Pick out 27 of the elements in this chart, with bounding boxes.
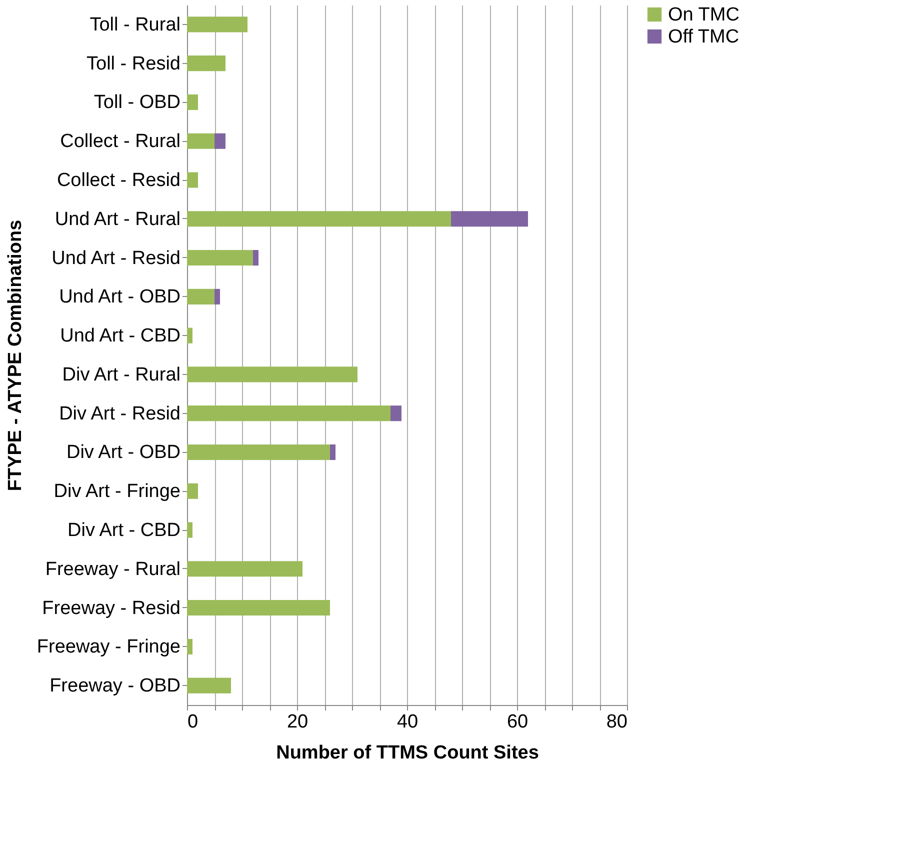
y-tick-label: Freeway - Resid: [42, 598, 180, 619]
y-tick-label: Und Art - CBD: [60, 326, 180, 347]
y-tick-label: Toll - OBD: [94, 92, 180, 114]
x-tick-label: 0: [188, 712, 198, 732]
y-tick-label: Und Art - Resid: [52, 248, 180, 269]
y-tick-label: Freeway - OBD: [50, 676, 180, 697]
x-axis-title: Number of TTMS Count Sites: [276, 742, 539, 764]
y-tick-label: Div Art - Rural: [62, 364, 180, 386]
y-tick-label: Div Art - CBD: [68, 520, 180, 541]
y-tick-label: Und Art - Rural: [54, 208, 180, 230]
y-tick-label: Freeway - Rural: [45, 558, 180, 580]
y-tick-label: Toll - Rural: [90, 14, 180, 36]
x-tick-label: 60: [506, 712, 528, 732]
y-tick-label: Toll - Resid: [86, 53, 180, 74]
legend-label: Off TMC: [668, 26, 740, 48]
legend-label: On TMC: [668, 4, 740, 26]
y-tick-label: Freeway - Fringe: [36, 636, 180, 658]
y-tick-label: Div Art - Fringe: [54, 481, 180, 502]
y-tick-label: Und Art - OBD: [59, 286, 180, 308]
x-tick-label: 20: [286, 712, 308, 732]
y-tick-label: Div Art - Resid: [59, 403, 180, 424]
x-tick-label: 80: [606, 712, 628, 732]
y-tick-label: Collect - Rural: [60, 131, 180, 152]
y-tick-label: Div Art - OBD: [66, 442, 180, 464]
y-tick-label: Collect - Resid: [56, 170, 180, 191]
y-axis-title: FTYPE - ATYPE Combinations: [4, 220, 26, 492]
x-tick-label: 40: [396, 712, 418, 732]
